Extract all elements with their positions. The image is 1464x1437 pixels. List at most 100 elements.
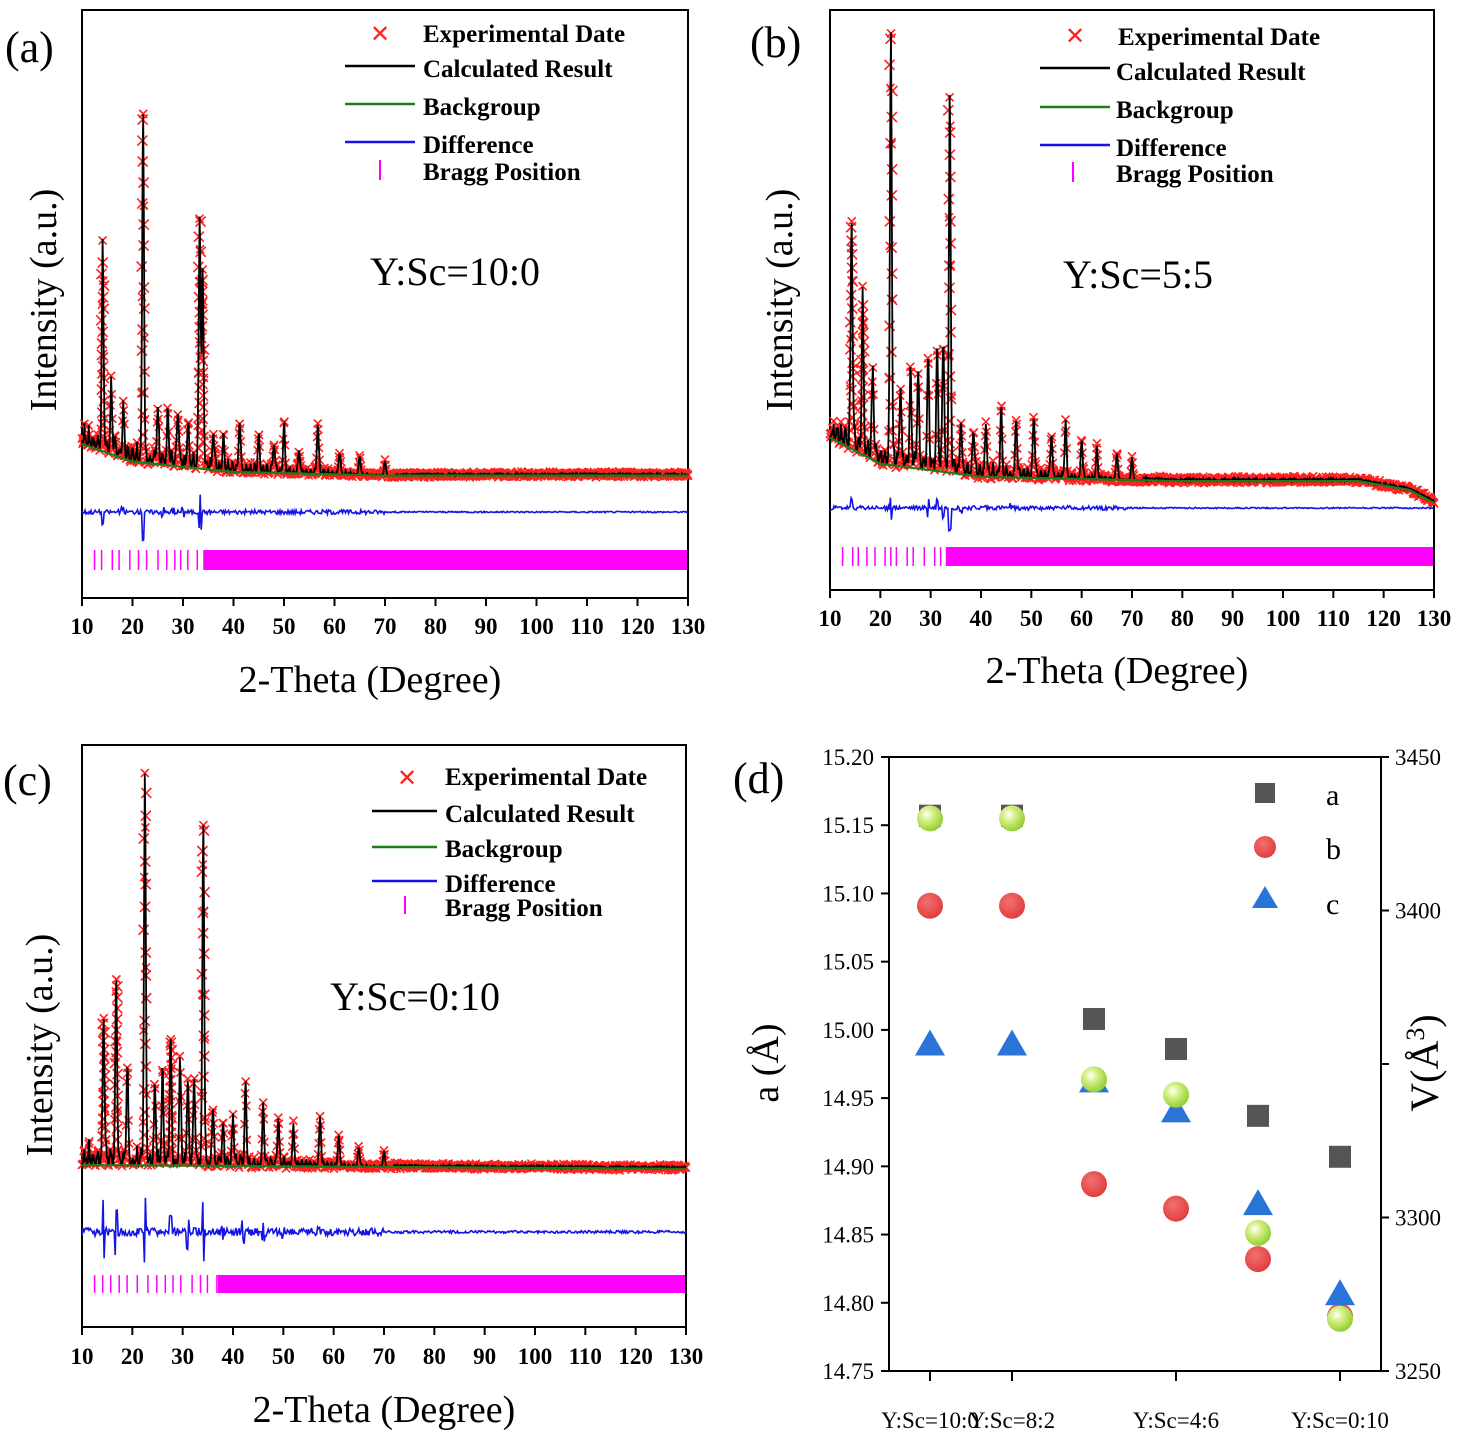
- legend-label: Difference: [1116, 135, 1227, 162]
- x-tick-label: 100: [518, 1344, 553, 1369]
- x-axis: 10 20 30 40 50 60 70 80 90 100 110 120 130: [819, 590, 1452, 631]
- legend-label: Bragg Position: [1116, 161, 1274, 188]
- data-point-c: [1243, 1189, 1273, 1216]
- legend-label: Experimental Date: [445, 764, 647, 791]
- legend-label: b: [1326, 833, 1341, 866]
- legend-marker-exp: ✕: [1065, 24, 1085, 50]
- x-tick-label: 10: [819, 606, 842, 631]
- x-axis: 10 20 30 40 50 60 70 80 90 100 110 120 130: [71, 598, 705, 639]
- legend-label: a: [1326, 779, 1339, 812]
- x-tick-label: 110: [569, 1344, 602, 1369]
- calculated-curve: [829, 32, 1435, 503]
- x-tick-label: 60: [322, 1344, 345, 1369]
- y2-axis-label: V(Å3): [1401, 1014, 1447, 1111]
- data-point-v: [1327, 1305, 1353, 1332]
- data-point-b: [1081, 1171, 1107, 1198]
- x-tick-label: 120: [618, 1344, 653, 1369]
- legend-label: Calculated Result: [1116, 59, 1306, 86]
- x-tick-label: 30: [919, 606, 942, 631]
- legend-marker-exp: ✕: [397, 766, 417, 792]
- composition-annotation: Y:Sc=5:5: [1063, 252, 1213, 297]
- experimental-data: [77, 109, 693, 483]
- y-tick-label: 14.75: [822, 1359, 874, 1384]
- x-tick-label: 20: [121, 1344, 144, 1369]
- pattern-layer: [77, 768, 691, 1293]
- x-tick-label: 70: [374, 614, 397, 639]
- x-axis-label: 2-Theta (Degree): [253, 1389, 516, 1431]
- y-axis-label: Intensity (a.u.): [759, 189, 801, 412]
- pattern-layer: [77, 109, 693, 570]
- bragg-ticks-dense: [945, 547, 1433, 566]
- x-tick-label: 120: [1366, 606, 1401, 631]
- panel-c: (c) 10 20 30 40 50 60 70 80 90 100 110 120 130 2-The…: [3, 744, 703, 1431]
- legend-label: Calculated Result: [423, 56, 613, 83]
- legend-label: c: [1326, 888, 1339, 921]
- x-tick-label: 110: [570, 614, 603, 639]
- legend: ✕ Experimental Date Calculated Result Ba…: [372, 764, 647, 922]
- difference-curve: [81, 494, 689, 542]
- x-tick-label: 50: [1020, 606, 1043, 631]
- data-point-v: [1245, 1219, 1271, 1246]
- data-point-v: [1163, 1081, 1189, 1108]
- axes: 14.75 14.80 14.85 14.90 14.95 15.00 15.05 15.10…: [822, 745, 1441, 1433]
- data-point-c: [997, 1029, 1027, 1056]
- y-tick-label: 14.80: [822, 1291, 874, 1316]
- x-tick-label: 90: [1221, 606, 1244, 631]
- x-tick-label: 50: [273, 614, 296, 639]
- legend-marker-triangle: [1252, 886, 1278, 908]
- x-tick-label: 90: [473, 1344, 496, 1369]
- data-point-a: [1165, 1037, 1187, 1060]
- x-tick-label: 50: [272, 1344, 295, 1369]
- x-axis: 10 20 30 40 50 60 70 80 90 100 110 120 130: [71, 1327, 703, 1369]
- panel-label: (d): [733, 754, 784, 803]
- bragg-ticks: [93, 550, 199, 570]
- y2-tick-label: 3250: [1395, 1359, 1441, 1384]
- x-tick-label: 80: [1171, 606, 1194, 631]
- x-tick-label: 40: [222, 614, 245, 639]
- x-axis-label: 2-Theta (Degree): [239, 659, 502, 701]
- legend-label: Bragg Position: [445, 895, 603, 922]
- background-curve: [82, 1163, 686, 1170]
- x-tick-label: 130: [1417, 606, 1452, 631]
- x-tick-label: Y:Sc=0:10: [1291, 1408, 1389, 1433]
- legend-marker-square: [1255, 783, 1275, 803]
- legend-label: Difference: [423, 132, 534, 159]
- legend-label: Experimental Date: [423, 21, 625, 48]
- data-point-b: [1163, 1195, 1189, 1222]
- legend-marker-circle: [1254, 836, 1276, 858]
- data-point-b: [999, 892, 1025, 919]
- legend-marker-exp: ✕: [370, 22, 390, 48]
- x-tick-label: 80: [424, 614, 447, 639]
- data-point-b: [1245, 1246, 1271, 1273]
- y-tick-label: 15.00: [822, 1018, 874, 1043]
- panel-label: (c): [3, 756, 52, 805]
- y-tick-label: 14.85: [822, 1223, 874, 1248]
- legend-label: Experimental Date: [1118, 24, 1320, 51]
- y-tick-label: 15.15: [822, 813, 874, 838]
- bragg-ticks-dense: [203, 550, 687, 570]
- legend: ✕ Experimental Date Calculated Result Ba…: [345, 21, 625, 186]
- y-tick-label: 14.90: [822, 1154, 874, 1179]
- legend-label: Backgroup: [445, 836, 563, 863]
- x-tick-label: 20: [869, 606, 892, 631]
- x-tick-label: 30: [171, 1344, 194, 1369]
- difference-curve: [829, 495, 1435, 532]
- y-tick-label: 14.95: [822, 1086, 874, 1111]
- bragg-ticks: [93, 1275, 218, 1293]
- y-axis-label: Intensity (a.u.): [23, 189, 65, 412]
- y2-tick-label: 3400: [1395, 899, 1441, 924]
- x-tick-label: 100: [1266, 606, 1301, 631]
- data-point-v: [1081, 1066, 1107, 1093]
- data-point-b: [917, 892, 943, 919]
- composition-annotation: Y:Sc=10:0: [370, 249, 540, 294]
- x-tick-label: 30: [172, 614, 195, 639]
- x-tick-label: Y:Sc=8:2: [969, 1408, 1055, 1433]
- x-axis-label: 2-Theta (Degree): [986, 650, 1249, 692]
- panel-b: (b) 10 20 30 40 50 60 70 80 90 100 110 120 130 2-The…: [750, 9, 1452, 692]
- data-point-c: [1325, 1279, 1355, 1306]
- bragg-ticks-dense: [217, 1275, 685, 1293]
- plot-frame: [888, 756, 1382, 1372]
- x-tick-label: 110: [1317, 606, 1350, 631]
- data-point-v: [999, 805, 1025, 832]
